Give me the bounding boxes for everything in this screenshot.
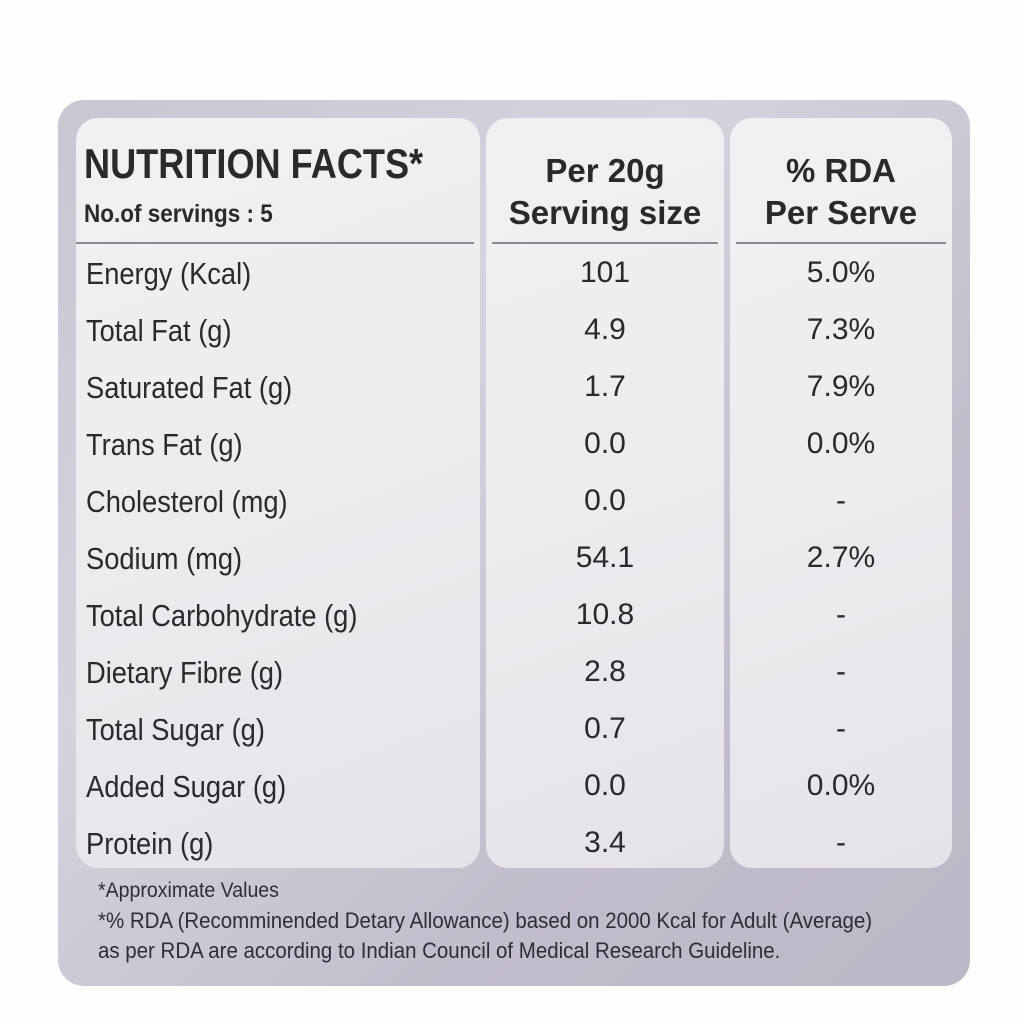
table-row: Total Sugar (g)	[76, 704, 480, 761]
table-row: 54.1	[486, 533, 724, 590]
table-row: Trans Fat (g)	[76, 419, 480, 476]
per-serving-header-line-2: Serving size	[508, 194, 702, 231]
per-serving-value: 1.7	[584, 370, 626, 403]
table-row: Sodium (mg)	[76, 533, 480, 590]
table-row: Total Carbohydrate (g)	[76, 590, 480, 647]
per-serving-column: Per 20g Serving size 101 4.9 1.7 0.0 0.0 54.1…	[486, 118, 724, 868]
table-row: 5.0%	[730, 248, 952, 305]
table-row: -	[730, 476, 952, 533]
nutrient-name-list: Energy (Kcal) Total Fat (g) Saturated Fat …	[76, 248, 480, 875]
table-row: 4.9	[486, 305, 724, 362]
table-row: 2.7%	[730, 533, 952, 590]
nutrient-name: Total Fat (g)	[86, 313, 232, 348]
label-title: NUTRITION FACTS*	[84, 140, 424, 187]
table-row: Saturated Fat (g)	[76, 362, 480, 419]
per-serving-value: 10.8	[575, 598, 635, 631]
rda-value: 7.3%	[806, 313, 876, 346]
nutrition-label: NUTRITION FACTS* No.of servings : 5 Ener…	[58, 100, 970, 986]
servings-count: No.of servings : 5	[84, 200, 273, 228]
table-row: -	[730, 818, 952, 875]
nutrient-name: Sodium (mg)	[86, 541, 243, 576]
rda-value: 5.0%	[806, 256, 876, 289]
table-row: 10.8	[486, 590, 724, 647]
nutrient-name: Saturated Fat (g)	[86, 370, 293, 405]
nutrient-name: Total Carbohydrate (g)	[86, 598, 358, 633]
nutrient-name: Added Sugar (g)	[86, 769, 287, 804]
table-row: 0.0	[486, 419, 724, 476]
per-serving-header: Per 20g Serving size	[486, 150, 724, 234]
table-row: 7.9%	[730, 362, 952, 419]
per-serving-value: 101	[579, 256, 631, 289]
table-row: 0.0%	[730, 761, 952, 818]
per-serving-value: 0.0	[584, 427, 626, 460]
table-row: -	[730, 590, 952, 647]
per-serving-value: 0.0	[584, 484, 626, 517]
rda-value: 0.0%	[806, 427, 876, 460]
footnote-icmr-guideline: as per RDA are according to Indian Counc…	[98, 938, 781, 963]
per-serving-value-list: 101 4.9 1.7 0.0 0.0 54.1 10.8 2.8 0.7 0.0 3.4	[486, 248, 724, 875]
footnote-approximate: *Approximate Values	[98, 879, 279, 902]
header-divider	[492, 242, 718, 244]
per-serving-value: 2.8	[584, 655, 626, 688]
nutrient-name-column: NUTRITION FACTS* No.of servings : 5 Ener…	[76, 118, 480, 868]
table-row: 2.8	[486, 647, 724, 704]
per-serving-header-line-1: Per 20g	[545, 152, 665, 189]
nutrient-name: Trans Fat (g)	[86, 427, 243, 462]
table-row: Cholesterol (mg)	[76, 476, 480, 533]
per-serving-value: 4.9	[584, 313, 626, 346]
nutrient-name: Cholesterol (mg)	[86, 484, 288, 519]
table-row: 0.0	[486, 761, 724, 818]
per-serving-value: 54.1	[575, 541, 635, 574]
rda-header: % RDA Per Serve	[730, 150, 952, 234]
table-row: -	[730, 704, 952, 761]
footnote-rda-definition: *% RDA (Recomminended Detary Allowance) …	[98, 908, 873, 933]
table-row: Protein (g)	[76, 818, 480, 875]
rda-header-line-1: % RDA	[785, 152, 896, 189]
table-row: 0.0	[486, 476, 724, 533]
rda-value: -	[836, 655, 846, 688]
rda-column: % RDA Per Serve 5.0% 7.3% 7.9% 0.0% - 2.7% - - -…	[730, 118, 952, 868]
rda-value: 0.0%	[806, 769, 876, 802]
header-divider	[76, 242, 474, 244]
table-row: Dietary Fibre (g)	[76, 647, 480, 704]
table-row: 0.7	[486, 704, 724, 761]
table-row: 1.7	[486, 362, 724, 419]
table-row: -	[730, 647, 952, 704]
footnotes: *Approximate Values *% RDA (Recomminende…	[98, 876, 948, 966]
nutrient-name: Protein (g)	[86, 826, 214, 861]
per-serving-value: 3.4	[584, 826, 626, 859]
header-divider	[736, 242, 946, 244]
nutrient-name: Energy (Kcal)	[86, 256, 252, 291]
rda-value: -	[836, 712, 846, 745]
table-row: 3.4	[486, 818, 724, 875]
rda-value: -	[836, 484, 846, 517]
rda-value: 7.9%	[806, 370, 876, 403]
rda-value: 2.7%	[806, 541, 876, 574]
table-row: Total Fat (g)	[76, 305, 480, 362]
rda-header-line-2: Per Serve	[764, 194, 918, 231]
table-row: 101	[486, 248, 724, 305]
rda-value: -	[836, 598, 846, 631]
per-serving-value: 0.7	[584, 712, 626, 745]
rda-value-list: 5.0% 7.3% 7.9% 0.0% - 2.7% - - - 0.0% -	[730, 248, 952, 875]
table-row: Added Sugar (g)	[76, 761, 480, 818]
nutrient-name: Total Sugar (g)	[86, 712, 265, 747]
table-row: 0.0%	[730, 419, 952, 476]
table-row: Energy (Kcal)	[76, 248, 480, 305]
per-serving-value: 0.0	[584, 769, 626, 802]
nutrient-name: Dietary Fibre (g)	[86, 655, 284, 690]
rda-value: -	[836, 826, 846, 859]
table-row: 7.3%	[730, 305, 952, 362]
